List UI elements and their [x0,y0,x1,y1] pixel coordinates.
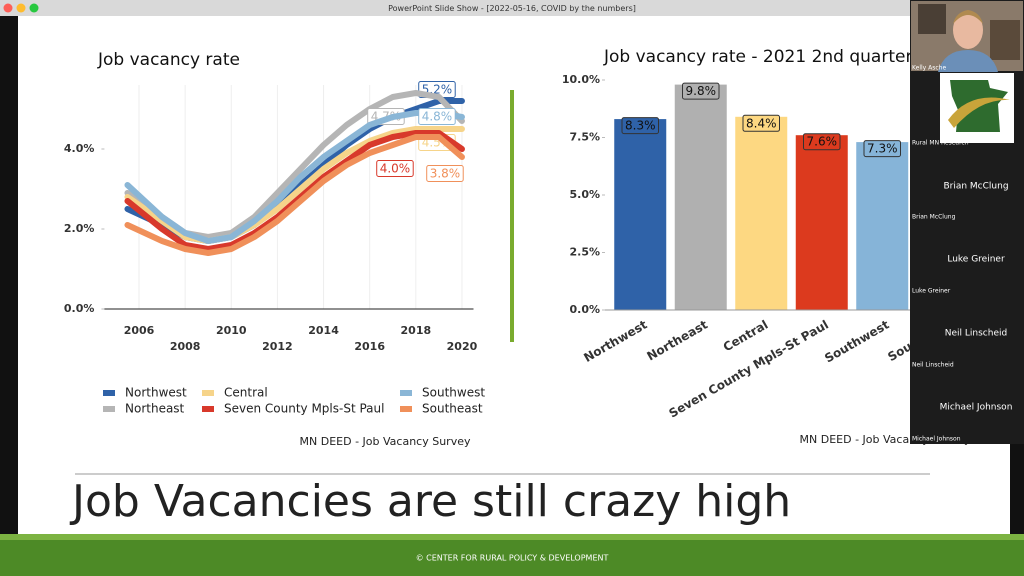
x-tick-label: 2006 [124,324,155,337]
legend-label: Central [224,386,268,400]
data-label: 3.8% [430,167,461,181]
data-label-box [803,133,841,151]
x-tick-label: 2016 [354,340,385,353]
legend-swatch [400,406,412,412]
chart-title: Job vacancy rate - 2021 2nd quarter [603,47,912,67]
footer-band [0,534,1024,576]
participants-panel: Kelly Asche Rural MN Research Brian McCl… [910,0,1024,444]
data-label-box [418,108,456,125]
participant-label: Michael Johnson [912,436,961,443]
legend-swatch [103,390,115,396]
data-label-group: 8.3% [621,117,659,135]
data-label-group: 8.4% [742,114,780,132]
participant-name: Michael Johnson [940,403,1013,413]
data-label: 9.8% [686,84,717,98]
y-tick-label: 2.5% [569,246,600,259]
participant-label: Brian McClung [912,214,956,221]
participant-name: Brian McClung [943,182,1008,192]
y-tick-label: 2.0% [64,222,95,235]
data-label-group: 7.6% [803,133,841,151]
legend-label: Northeast [125,402,185,416]
y-tick-label: 10.0% [562,73,600,86]
x-tick-label: Northeast [644,317,710,363]
legend-swatch [103,406,115,412]
data-label-group: 4.0% [376,160,414,177]
footer-text: © CENTER FOR RURAL POLICY & DEVELOPMENT [416,554,609,563]
data-label: 4.8% [422,110,453,124]
participant-label: Rural MN Research [912,140,969,147]
x-tick-label: 2020 [447,340,478,353]
data-label-box [426,165,464,182]
zoom-button[interactable] [29,3,39,13]
x-tick-label: 2012 [262,340,293,353]
x-tick-label: Southwest [822,317,891,365]
legend-label: Southwest [422,386,485,400]
y-tick-label: 4.0% [64,142,95,155]
data-label-group: 7.3% [863,140,901,158]
video-tile [911,1,1023,72]
y-tick-label: 5.0% [569,188,600,201]
legend-swatch [202,406,214,412]
data-label-box [682,82,720,100]
data-label-box [742,114,780,132]
data-label-box [621,117,659,135]
data-label: 7.6% [807,135,838,149]
headline: Job Vacancies are still crazy high [69,476,791,527]
left-edge [0,16,18,536]
x-tick-label: 2010 [216,324,247,337]
bar [735,116,788,310]
line-series [124,130,465,252]
bar [614,119,667,310]
participant-name: Luke Greiner [947,255,1005,265]
window-title: PowerPoint Slide Show - [2022-05-16, COV… [388,4,636,13]
x-tick-label: Central [721,318,771,355]
bar [674,84,727,310]
x-tick-label: Northwest [581,317,649,365]
minimize-button[interactable] [16,3,26,13]
legend-swatch [400,390,412,396]
data-label: 7.3% [867,142,898,156]
line-series [124,134,465,256]
legend-label: Seven County Mpls-St Paul [224,402,384,416]
participant-label: Luke Greiner [912,288,951,295]
data-label-group: 3.8% [426,165,464,182]
data-label: 4.0% [380,162,411,176]
x-tick-label: 2008 [170,340,201,353]
line-series [124,110,465,244]
participant-label: Kelly Asche [912,65,946,72]
y-tick-label: 0.0% [569,303,600,316]
data-label: 8.3% [625,119,656,133]
bar [795,135,848,310]
y-tick-label: 7.5% [569,131,600,144]
data-label-group: 9.8% [682,82,720,100]
close-button[interactable] [3,3,13,13]
legend-label: Southeast [422,402,483,416]
x-tick-label: 2018 [401,324,432,337]
legend-label: Northwest [125,386,187,400]
legend-swatch [202,390,214,396]
participant-name: Neil Linscheid [945,329,1007,339]
chart-title: Job vacancy rate [97,50,240,70]
participant-label: Neil Linscheid [912,362,954,369]
logo-tile [940,73,1014,143]
chart-source: MN DEED - Job Vacancy Survey [300,435,471,448]
data-label: 8.4% [746,116,777,130]
title-bar [0,0,1024,16]
footer-stripe [0,534,1024,540]
data-label-box [376,160,414,177]
data-label-group: 4.8% [418,108,456,125]
x-tick-label: 2014 [308,324,339,337]
data-label-box [863,140,901,158]
y-tick-label: 0.0% [64,302,95,315]
bar [856,142,909,310]
